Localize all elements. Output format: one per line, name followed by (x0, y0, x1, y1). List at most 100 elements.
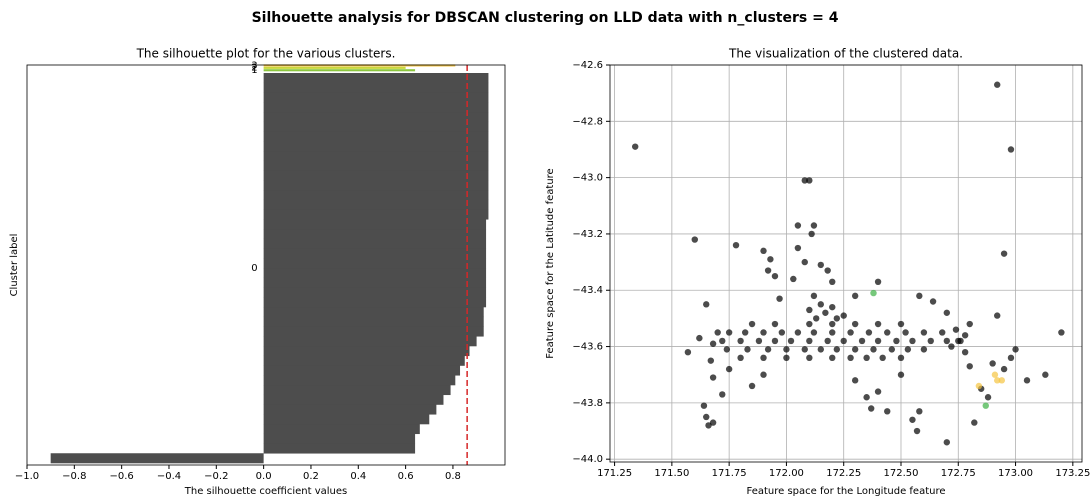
silhouette-bar (263, 375, 456, 386)
point (975, 382, 983, 390)
point (725, 329, 733, 336)
point (840, 312, 847, 319)
point (760, 329, 767, 336)
chart-title: The silhouette plot for the various clus… (136, 47, 396, 61)
silhouette-bar (263, 73, 489, 84)
x-tick-label: −0.4 (157, 471, 181, 482)
silhouette-bar (263, 433, 416, 444)
point (1007, 354, 1015, 362)
point (725, 365, 733, 373)
point (1000, 365, 1008, 373)
y-tick-label: −42.6 (572, 60, 603, 71)
point (847, 354, 854, 362)
point (884, 329, 891, 336)
silhouette-bar (263, 64, 456, 67)
point (764, 267, 772, 274)
point (808, 230, 815, 238)
point (984, 394, 992, 401)
point (813, 315, 820, 322)
point (790, 275, 797, 283)
point (760, 354, 767, 362)
silhouette-bar (263, 151, 489, 162)
point (897, 371, 905, 378)
point (916, 408, 923, 415)
point (998, 377, 1006, 384)
point (806, 320, 813, 328)
point (909, 337, 916, 345)
y-axis-label: Cluster label (9, 234, 20, 297)
silhouette-bar (263, 160, 489, 171)
point (966, 320, 973, 328)
x-tick-label: 0.0 (256, 471, 272, 482)
point (684, 348, 692, 356)
point (760, 247, 767, 255)
point (870, 289, 877, 297)
silhouette-bar (263, 121, 489, 132)
point (1023, 377, 1031, 384)
x-tick-label: 171.50 (654, 468, 689, 479)
point (863, 394, 870, 401)
point (817, 301, 824, 308)
point (723, 346, 731, 353)
point (948, 343, 955, 350)
point (787, 337, 795, 345)
point (913, 427, 921, 435)
silhouette-bar (263, 180, 489, 191)
silhouette-bar (263, 69, 416, 72)
point (955, 337, 962, 345)
y-tick-label: −43.6 (572, 342, 603, 353)
point (741, 329, 749, 336)
silhouette-bar (263, 102, 489, 113)
point (719, 391, 726, 398)
silhouette-bar (263, 336, 477, 347)
silhouette-bar (263, 141, 489, 152)
figure-title: Silhouette analysis for DBSCAN clusterin… (252, 10, 839, 26)
silhouette-bar (263, 268, 487, 279)
silhouette-bar (263, 66, 406, 69)
point (916, 292, 923, 300)
point (801, 346, 808, 353)
point (829, 354, 836, 362)
point (902, 329, 909, 336)
point (806, 306, 813, 314)
plot-frame (26, 64, 506, 466)
point (904, 346, 912, 353)
silhouette-bar (263, 346, 470, 357)
point (888, 346, 896, 353)
point (778, 329, 786, 336)
point (943, 337, 951, 345)
point (817, 261, 824, 269)
point (714, 329, 721, 336)
point (776, 295, 783, 302)
silhouette-bar (263, 190, 489, 201)
point (851, 320, 859, 328)
point (961, 348, 969, 356)
silhouette-bar (263, 414, 430, 425)
point (696, 334, 703, 342)
point (1042, 371, 1049, 378)
point (810, 222, 818, 229)
silhouette-bar (263, 404, 437, 415)
point (732, 241, 740, 249)
point (737, 354, 744, 362)
point (870, 346, 877, 353)
silhouette-bar (263, 365, 461, 376)
x-tick-label: −0.6 (110, 471, 134, 482)
point (989, 360, 996, 367)
x-axis-label: The silhouette coefficient values (184, 486, 348, 497)
point (707, 357, 715, 364)
silhouette-bar (263, 287, 487, 298)
x-tick-label: 171.25 (597, 468, 632, 479)
chart-title: The visualization of the clustered data. (728, 47, 963, 61)
x-tick-label: 0.8 (445, 471, 461, 482)
point (971, 419, 978, 426)
point (991, 371, 999, 378)
point (748, 320, 756, 328)
point (705, 422, 712, 429)
point (897, 354, 905, 362)
point (794, 222, 802, 229)
silhouette-bar (263, 238, 487, 249)
x-tick-label: 172.00 (769, 468, 804, 479)
point (755, 337, 763, 345)
silhouette-bar (263, 92, 489, 103)
